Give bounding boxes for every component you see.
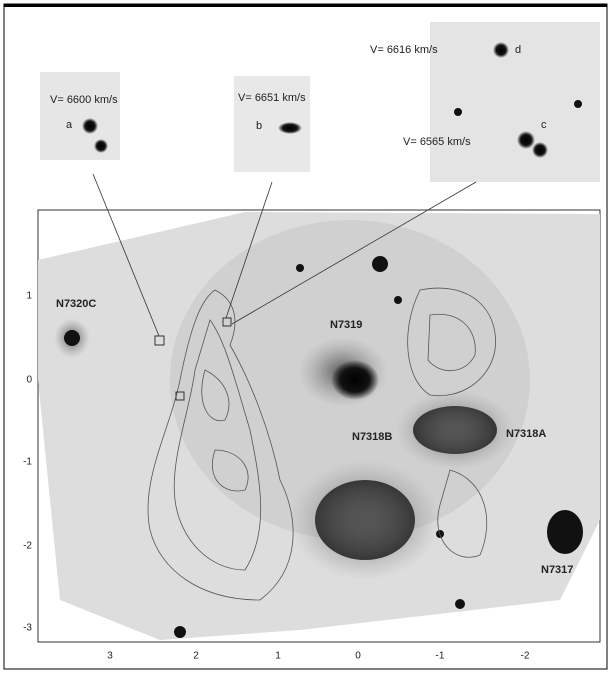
inset-label: d: [515, 44, 521, 56]
y-tick-label: -1: [23, 457, 32, 468]
x-tick-label: 0: [355, 651, 361, 662]
main-image: [38, 174, 600, 642]
y-tick-label: -2: [23, 541, 32, 552]
x-tick-label: 2: [193, 651, 199, 662]
inset-label: b: [256, 120, 262, 132]
inset-label: a: [66, 119, 73, 131]
y-tick-label: 0: [26, 375, 32, 386]
galaxy-label: N7320C: [56, 298, 96, 310]
galaxy-label: N7318A: [506, 428, 546, 440]
inset-velocity: V= 6651 km/s: [238, 92, 306, 104]
y-tick-label: 1: [26, 291, 32, 302]
inset-a: V= 6600 km/s a: [40, 72, 120, 160]
inset-label: c: [541, 119, 547, 131]
figure: V= 6600 km/s a V= 6651 km/s b V= 6616 km…: [0, 0, 611, 681]
y-tick-label: -3: [23, 623, 32, 634]
galaxy-label: N7319: [330, 319, 362, 331]
inset-velocity: V= 6616 km/s: [370, 44, 438, 56]
x-tick-label: 1: [275, 651, 281, 662]
x-tick-label: -1: [436, 651, 445, 662]
galaxy-label: N7318B: [352, 431, 392, 443]
inset-b: V= 6651 km/s b: [234, 76, 310, 172]
inset-velocity: V= 6565 km/s: [403, 136, 471, 148]
galaxy-label: N7317: [541, 564, 573, 576]
x-tick-label: 3: [107, 651, 113, 662]
top-rule: [4, 4, 607, 7]
inset-velocity: V= 6600 km/s: [50, 94, 118, 106]
x-tick-label: -2: [521, 651, 530, 662]
